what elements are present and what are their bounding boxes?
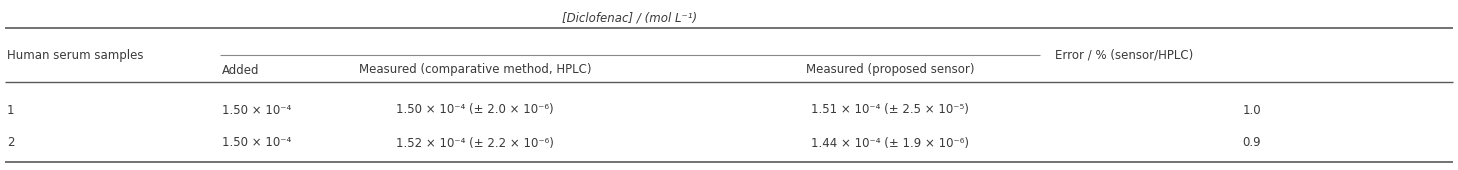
Text: 1.51 × 10⁻⁴ (± 2.5 × 10⁻⁵): 1.51 × 10⁻⁴ (± 2.5 × 10⁻⁵): [811, 104, 970, 116]
Text: 1.0: 1.0: [1242, 104, 1261, 116]
Text: 1.50 × 10⁻⁴: 1.50 × 10⁻⁴: [222, 137, 292, 149]
Text: [Diclofenac] / (mol L⁻¹): [Diclofenac] / (mol L⁻¹): [563, 12, 697, 24]
Text: 1.50 × 10⁻⁴ (± 2.0 × 10⁻⁶): 1.50 × 10⁻⁴ (± 2.0 × 10⁻⁶): [397, 104, 554, 116]
Text: Measured (proposed sensor): Measured (proposed sensor): [806, 64, 974, 76]
Text: 1.50 × 10⁻⁴: 1.50 × 10⁻⁴: [222, 104, 292, 116]
Text: Added: Added: [222, 64, 260, 76]
Text: Measured (comparative method, HPLC): Measured (comparative method, HPLC): [359, 64, 592, 76]
Text: Error / % (sensor/HPLC): Error / % (sensor/HPLC): [1056, 48, 1193, 62]
Text: 2: 2: [7, 137, 15, 149]
Text: 1.52 × 10⁻⁴ (± 2.2 × 10⁻⁶): 1.52 × 10⁻⁴ (± 2.2 × 10⁻⁶): [397, 137, 554, 149]
Text: 1: 1: [7, 104, 15, 116]
Text: 0.9: 0.9: [1242, 137, 1261, 149]
Text: Human serum samples: Human serum samples: [7, 48, 143, 62]
Text: 1.44 × 10⁻⁴ (± 1.9 × 10⁻⁶): 1.44 × 10⁻⁴ (± 1.9 × 10⁻⁶): [811, 137, 970, 149]
